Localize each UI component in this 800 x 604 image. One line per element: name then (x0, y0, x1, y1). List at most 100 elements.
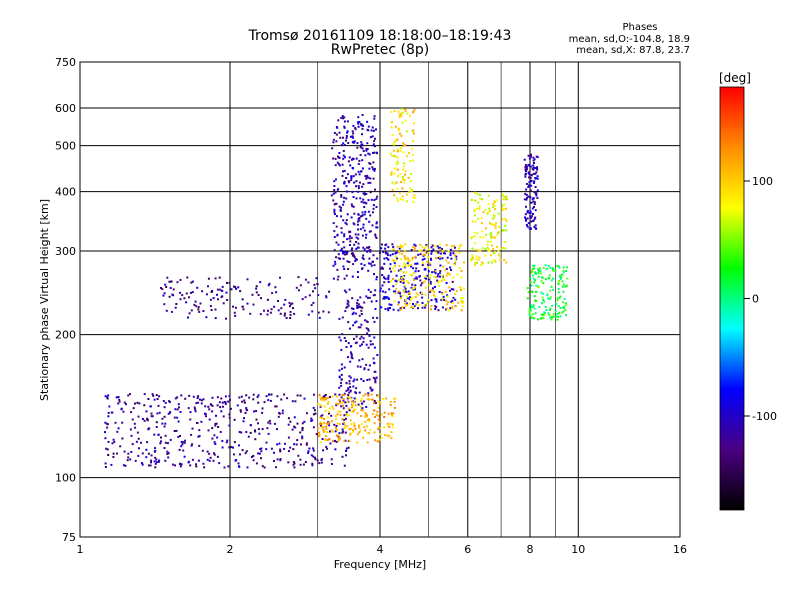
scatter-point (239, 453, 241, 456)
scatter-point (396, 245, 399, 248)
scatter-point (365, 202, 368, 205)
scatter-point (221, 289, 224, 292)
scatter-point (361, 159, 364, 162)
scatter-point (411, 296, 414, 299)
scatter-point (404, 173, 406, 176)
scatter-point (367, 368, 370, 371)
scatter-point (279, 312, 282, 315)
scatter-point (348, 237, 351, 240)
scatter-point (365, 415, 368, 418)
scatter-point (365, 233, 368, 236)
scatter-point (562, 269, 565, 272)
scatter-point (403, 178, 406, 181)
scatter-point (529, 309, 532, 312)
scatter-point (371, 398, 374, 401)
scatter-point (542, 299, 545, 301)
scatter-point (480, 217, 483, 219)
scatter-point (344, 251, 347, 254)
scatter-point (336, 428, 339, 431)
scatter-point (293, 443, 296, 446)
scatter-point (412, 272, 415, 275)
scatter-point (197, 401, 200, 404)
scatter-point (340, 384, 343, 387)
scatter-point (427, 266, 430, 269)
scatter-point (246, 278, 249, 281)
scatter-point (359, 215, 362, 218)
scatter-point (365, 193, 368, 195)
scatter-point (527, 154, 530, 157)
scatter-point (241, 305, 244, 308)
scatter-point (446, 303, 449, 306)
scatter-point (106, 396, 109, 399)
scatter-point (273, 460, 275, 462)
scatter-point (441, 306, 444, 309)
scatter-point (363, 193, 366, 196)
scatter-point (383, 296, 386, 298)
scatter-point (194, 410, 197, 413)
scatter-point (234, 306, 237, 309)
scatter-point (163, 292, 166, 295)
scatter-point (307, 450, 310, 453)
scatter-point (145, 410, 148, 413)
scatter-point (362, 400, 365, 403)
scatter-point (408, 191, 411, 194)
scatter-point (335, 225, 338, 228)
scatter-point (260, 447, 263, 450)
scatter-point (149, 405, 152, 408)
scatter-point (230, 446, 233, 449)
scatter-point (342, 142, 345, 145)
scatter-point (214, 277, 217, 280)
scatter-point (179, 291, 182, 294)
scatter-point (179, 298, 182, 301)
scatter-point (388, 435, 391, 438)
scatter-point (150, 412, 153, 415)
scatter-point (356, 307, 359, 309)
scatter-point (403, 306, 406, 309)
scatter-point (414, 255, 417, 258)
scatter-point (301, 435, 304, 438)
y-axis-label: Stationary phase Virtual Height [km] (38, 199, 51, 401)
scatter-point (441, 297, 444, 300)
scatter-point (501, 218, 504, 221)
scatter-point (251, 293, 254, 296)
scatter-point (367, 181, 370, 184)
scatter-point (531, 198, 534, 201)
scatter-point (366, 246, 368, 249)
scatter-point (232, 446, 235, 449)
scatter-point (459, 245, 462, 248)
scatter-point (356, 302, 359, 305)
scatter-point (407, 177, 410, 179)
scatter-point (357, 122, 360, 125)
scatter-point (276, 395, 279, 398)
scatter-point (358, 159, 361, 162)
scatter-point (421, 258, 424, 261)
scatter-point (360, 335, 363, 338)
scatter-point (259, 313, 262, 316)
scatter-point (527, 171, 530, 174)
scatter-point (435, 300, 438, 303)
scatter-point (326, 431, 329, 434)
scatter-point (107, 440, 110, 443)
scatter-point (424, 304, 427, 307)
scatter-point (331, 395, 334, 398)
scatter-point (397, 290, 400, 293)
scatter-point (243, 399, 246, 402)
scatter-point (221, 446, 224, 449)
scatter-point (532, 166, 535, 169)
scatter-point (413, 194, 416, 197)
scatter-point (529, 156, 532, 159)
scatter-point (487, 248, 490, 251)
scatter-point (476, 261, 479, 264)
scatter-point (546, 294, 549, 297)
scatter-point (364, 420, 367, 423)
colorbar-tick-label: 0 (752, 293, 759, 306)
scatter-point (441, 274, 444, 277)
scatter-point (390, 126, 393, 129)
scatter-point (180, 463, 183, 466)
scatter-point (430, 246, 433, 249)
scatter-point (373, 336, 376, 339)
scatter-point (197, 308, 200, 311)
scatter-point (505, 229, 508, 232)
scatter-point (398, 250, 400, 252)
